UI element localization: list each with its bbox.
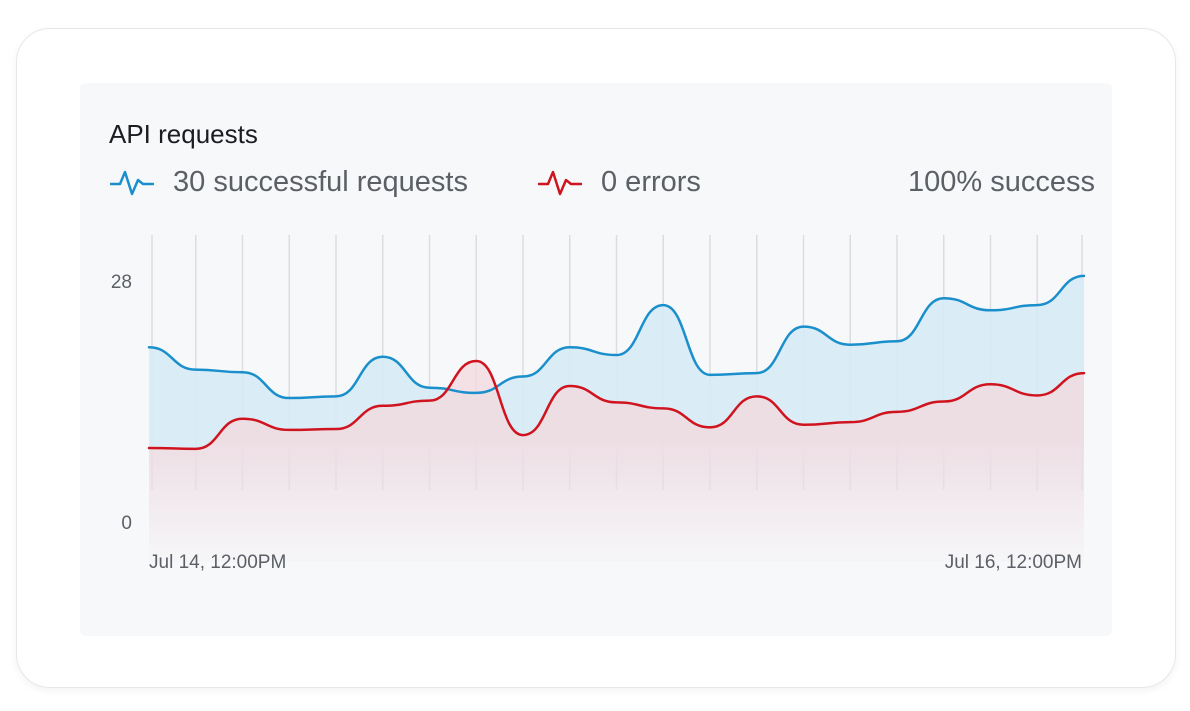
x-tick-label-end: Jul 16, 12:00PM bbox=[945, 552, 1082, 573]
chart-labels: 0 28 Jul 14, 12:00PM Jul 16, 12:00PM bbox=[111, 272, 1082, 573]
errors-activity-icon bbox=[537, 164, 583, 200]
success-activity-icon bbox=[109, 164, 155, 200]
chart-lines bbox=[147, 274, 1086, 451]
errors-series-line bbox=[147, 359, 1086, 451]
success-count: 30 successful requests bbox=[173, 165, 468, 198]
success-rate: 100% success bbox=[908, 166, 1095, 198]
card-title: API requests bbox=[109, 119, 258, 149]
errors-series-area bbox=[149, 361, 1084, 562]
success-series-line bbox=[147, 274, 1086, 400]
chart-areas bbox=[149, 275, 1084, 562]
y-tick-label: 28 bbox=[111, 272, 132, 293]
success-stat: 30 successful requests bbox=[109, 164, 468, 200]
errors-stat: 0 errors bbox=[537, 164, 701, 200]
x-tick-label-start: Jul 14, 12:00PM bbox=[149, 552, 286, 573]
y-tick-label: 0 bbox=[121, 513, 132, 534]
errors-count: 0 errors bbox=[601, 165, 701, 198]
